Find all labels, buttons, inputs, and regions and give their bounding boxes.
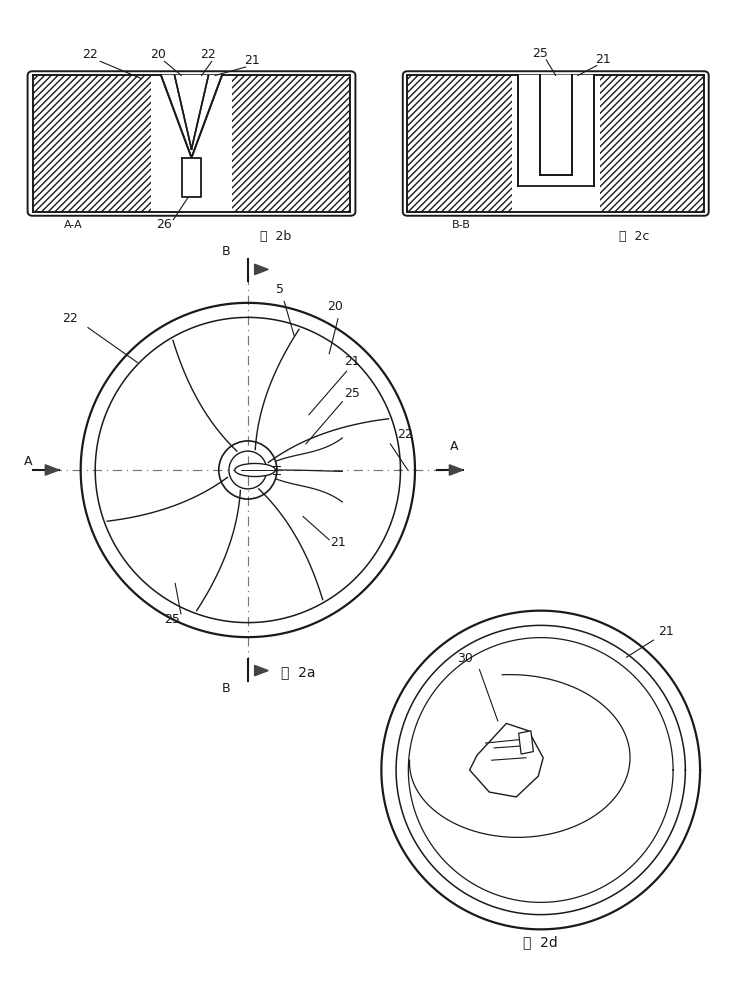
Polygon shape — [161, 75, 222, 149]
Text: 21: 21 — [345, 355, 360, 368]
Text: 22: 22 — [201, 48, 216, 61]
Text: 30: 30 — [457, 652, 472, 665]
Polygon shape — [518, 75, 593, 186]
Text: 21: 21 — [658, 625, 674, 638]
Text: 26: 26 — [157, 219, 172, 232]
Bar — [151, 75, 232, 212]
Text: B-B: B-B — [451, 221, 471, 231]
Bar — [511, 75, 600, 212]
Polygon shape — [540, 75, 572, 175]
Bar — [232, 75, 350, 212]
Text: 22: 22 — [62, 312, 78, 325]
Text: A: A — [450, 440, 458, 453]
Polygon shape — [182, 158, 201, 197]
Bar — [33, 75, 151, 212]
Polygon shape — [45, 465, 59, 475]
Text: 25: 25 — [532, 47, 548, 60]
Text: 21: 21 — [330, 536, 345, 549]
Text: 22: 22 — [83, 48, 98, 61]
Text: 21: 21 — [245, 54, 260, 67]
Text: A-A: A-A — [64, 221, 83, 231]
Text: 图  2a: 图 2a — [282, 665, 316, 679]
Polygon shape — [469, 723, 543, 797]
Text: 25: 25 — [345, 387, 360, 400]
Polygon shape — [519, 731, 533, 754]
Text: 5: 5 — [276, 283, 284, 296]
FancyBboxPatch shape — [403, 71, 709, 216]
Polygon shape — [449, 465, 463, 475]
Text: A: A — [24, 455, 32, 468]
Text: 22: 22 — [397, 428, 413, 441]
Text: 图  2b: 图 2b — [261, 230, 291, 243]
Bar — [408, 75, 511, 212]
Text: 20: 20 — [327, 300, 343, 313]
Bar — [600, 75, 704, 212]
Polygon shape — [255, 264, 268, 275]
Polygon shape — [255, 665, 268, 676]
Text: B: B — [222, 682, 231, 695]
Ellipse shape — [235, 463, 276, 477]
Text: B: B — [222, 245, 231, 258]
Text: 图  2c: 图 2c — [620, 230, 650, 243]
Text: 图  2d: 图 2d — [523, 936, 558, 950]
Text: 20: 20 — [149, 48, 166, 61]
FancyBboxPatch shape — [28, 71, 355, 216]
Text: 21: 21 — [596, 53, 611, 66]
Text: 25: 25 — [164, 613, 180, 626]
